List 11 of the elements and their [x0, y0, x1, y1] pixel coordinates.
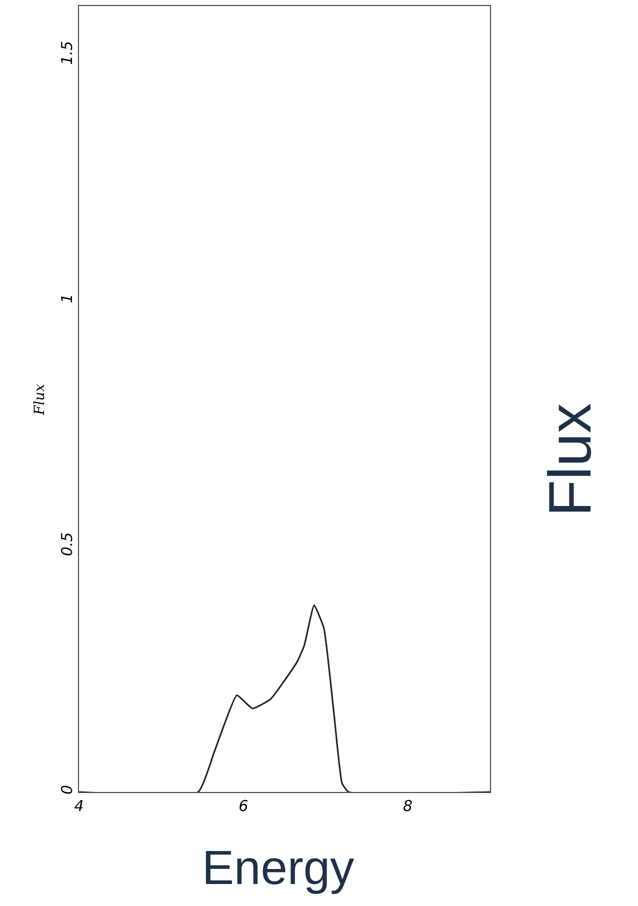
y-tick-label: 1 — [58, 294, 76, 304]
x-tick-label: 4 — [74, 797, 84, 815]
x-axis-title: Energy — [202, 842, 354, 895]
y-tick-label: 0 — [58, 784, 76, 795]
y-tick-label: 0.5 — [58, 532, 76, 556]
line-series — [79, 604, 490, 792]
text: Flux — [536, 403, 604, 516]
y-axis-title: Flux — [32, 384, 48, 416]
y-tick-label: 1.5 — [58, 40, 76, 65]
x-tick-label: 6 — [238, 797, 248, 815]
x-tick-label: 8 — [403, 797, 413, 815]
